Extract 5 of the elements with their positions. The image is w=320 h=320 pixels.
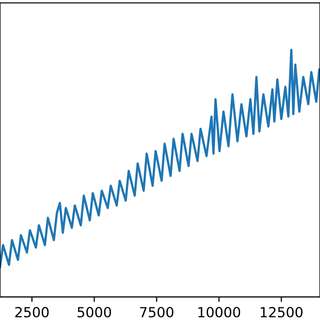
x-tick-label: 5000 [78, 306, 112, 318]
x-tick-label: 7500 [140, 306, 174, 318]
x-tick-label: 10000 [198, 306, 240, 318]
x-tick-label: 2500 [15, 306, 49, 318]
x-tick-label: 12500 [260, 306, 303, 318]
